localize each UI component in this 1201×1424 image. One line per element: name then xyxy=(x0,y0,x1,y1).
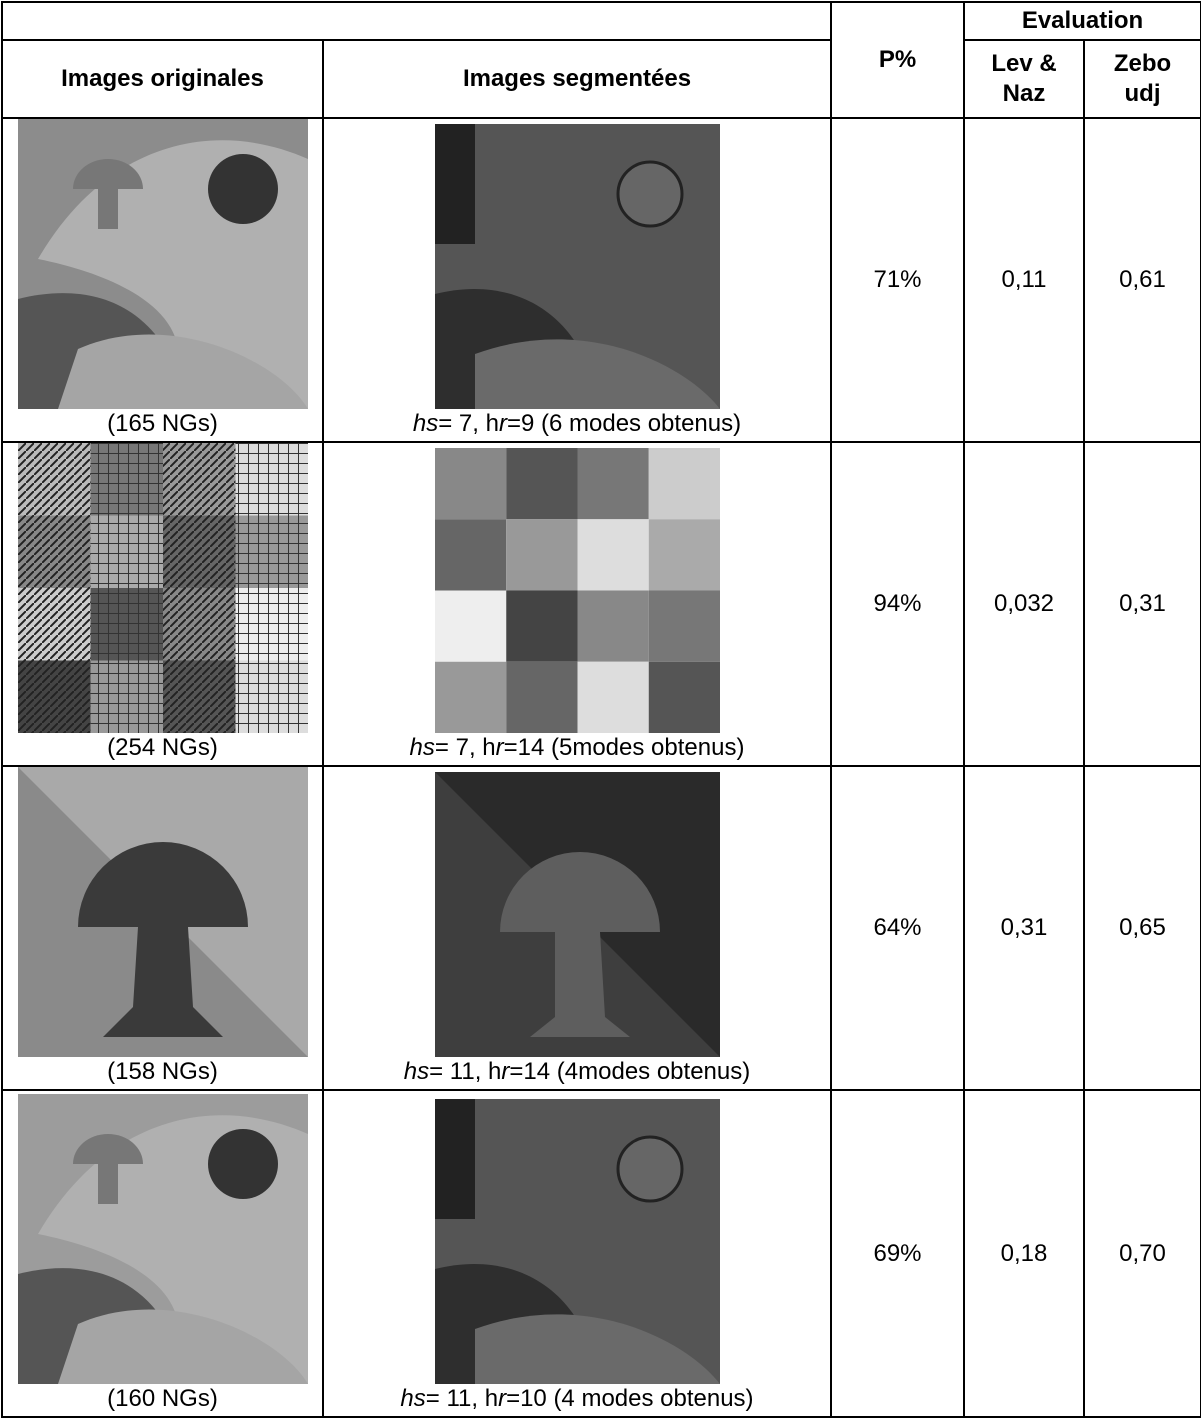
caption-part: r xyxy=(498,410,507,437)
caption-part: hs xyxy=(400,1385,426,1412)
original-caption: (160 NGs) xyxy=(107,1385,218,1412)
lev-naz-cell: 0,31 xyxy=(963,765,1085,1091)
segmented-caption: hs= 7, hr=9 (6 modes obtenus) xyxy=(324,409,830,441)
header-cell: Images segmentées xyxy=(322,39,832,119)
original-caption: (158 NGs) xyxy=(107,1058,218,1085)
zeboudj-cell: 0,70 xyxy=(1082,1089,1201,1418)
header-cell: Lev & Naz xyxy=(963,39,1085,119)
original-caption: (165 NGs) xyxy=(107,410,218,437)
caption-part: = 7, h xyxy=(438,410,499,437)
segmented-image xyxy=(434,1099,720,1384)
segmented-cell: hs= 7, hr=14 (5modes obtenus) xyxy=(322,441,832,767)
original-caption: (254 NGs) xyxy=(107,734,218,761)
header-cell: Images originales xyxy=(1,39,324,119)
original-image xyxy=(17,119,308,409)
original-image xyxy=(17,443,308,733)
caption-part: =14 (4modes obtenus) xyxy=(509,1058,751,1085)
caption-part: hs xyxy=(403,1058,430,1085)
original-cell: (160 NGs) xyxy=(1,1089,324,1418)
segmented-caption: hs= 11, hr=10 (4 modes obtenus) xyxy=(324,1384,830,1416)
header-cell: P% xyxy=(830,1,965,119)
caption-part: hs xyxy=(409,734,435,761)
p-cell: 71% xyxy=(830,117,965,443)
caption-part: =9 (6 modes obtenus) xyxy=(506,410,742,437)
data-row: (158 NGs) hs= 11, hr=14 (4modes obtenus) 6… xyxy=(1,765,1201,1091)
data-row: (165 NGs) hs= 7, hr=9 (6 modes obtenus) 71… xyxy=(1,117,1201,443)
data-row: (254 NGs) hs= 7, hr=14 (5modes obtenus) 94… xyxy=(1,441,1201,767)
header-line: Lev & xyxy=(991,50,1057,77)
segmented-image xyxy=(434,448,720,733)
segmented-caption: hs= 11, hr=14 (4modes obtenus) xyxy=(324,1057,830,1089)
original-image xyxy=(17,767,308,1057)
segmented-caption: hs= 7, hr=14 (5modes obtenus) xyxy=(324,733,830,765)
zeboudj-cell: 0,31 xyxy=(1082,441,1201,767)
caption-part: = 11, h xyxy=(425,1385,499,1412)
caption-part: = 11, h xyxy=(429,1058,502,1085)
header-row: P% Evaluation xyxy=(1,1,1201,119)
segmented-cell: hs= 11, hr=10 (4 modes obtenus) xyxy=(322,1089,832,1418)
lev-naz-cell: 0,11 xyxy=(963,117,1085,443)
original-cell: (165 NGs) xyxy=(1,117,324,443)
original-image xyxy=(17,1094,308,1384)
caption-part: r xyxy=(498,1385,507,1412)
header-row: Images originales Images segmentées Lev … xyxy=(1,39,1201,119)
p-cell: 69% xyxy=(830,1089,965,1418)
original-cell: (158 NGs) xyxy=(1,765,324,1091)
caption-part: r xyxy=(495,734,504,761)
segmented-image xyxy=(434,124,720,409)
lev-naz-cell: 0,032 xyxy=(963,441,1085,767)
caption-part: = 7, h xyxy=(434,734,496,761)
header-line: udj xyxy=(1124,80,1161,107)
header-line: Zebo xyxy=(1113,50,1172,77)
caption-part: =10 (4 modes obtenus) xyxy=(506,1385,754,1412)
header-cell: Evaluation xyxy=(962,1,1201,41)
p-cell: 64% xyxy=(830,765,965,1091)
segmented-cell: hs= 11, hr=14 (4modes obtenus) xyxy=(322,765,832,1091)
caption-part: hs xyxy=(412,410,439,437)
segmented-cell: hs= 7, hr=9 (6 modes obtenus) xyxy=(322,117,832,443)
zeboudj-cell: 0,61 xyxy=(1082,117,1201,443)
caption-part: r xyxy=(501,1058,510,1085)
empty-header xyxy=(1,1,832,41)
lev-naz-cell: 0,18 xyxy=(963,1089,1085,1418)
p-cell: 94% xyxy=(830,441,965,767)
header-line: Naz xyxy=(1002,80,1046,107)
header-cell: Zebo udj xyxy=(1082,39,1201,119)
table-body: (165 NGs) hs= 7, hr=9 (6 modes obtenus) 71… xyxy=(1,117,1201,1418)
zeboudj-cell: 0,65 xyxy=(1082,765,1201,1091)
segmented-image xyxy=(434,772,720,1057)
data-row: (160 NGs) hs= 11, hr=10 (4 modes obtenus)… xyxy=(1,1089,1201,1418)
original-cell: (254 NGs) xyxy=(1,441,324,767)
caption-part: =14 (5modes obtenus) xyxy=(503,734,745,761)
